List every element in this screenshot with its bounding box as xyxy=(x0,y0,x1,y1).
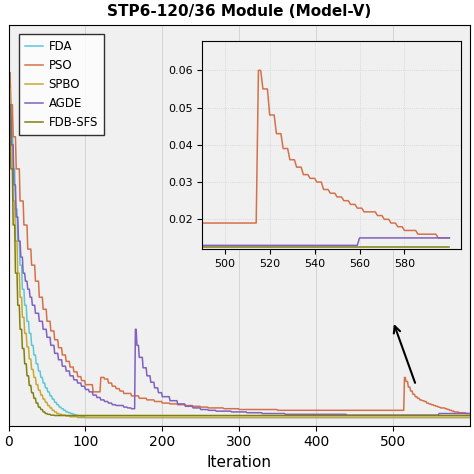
PSO xyxy=(35,278,41,284)
AGDE xyxy=(374,412,380,418)
FDA xyxy=(437,415,443,420)
SPBO xyxy=(6,86,11,91)
FDA xyxy=(467,415,473,420)
AGDE xyxy=(467,410,473,416)
Line: FDA: FDA xyxy=(9,73,470,418)
X-axis label: Iteration: Iteration xyxy=(207,455,272,470)
FDA xyxy=(6,70,11,75)
FDA xyxy=(82,415,88,420)
AGDE xyxy=(35,310,41,316)
Title: STP6-120/36 Module (Model-V): STP6-120/36 Module (Model-V) xyxy=(107,4,371,19)
PSO xyxy=(92,389,98,395)
Legend: FDA, PSO, SPBO, AGDE, FDB-SFS: FDA, PSO, SPBO, AGDE, FDB-SFS xyxy=(19,35,104,135)
SPBO xyxy=(437,415,443,420)
SPBO xyxy=(159,415,164,420)
FDB-SFS xyxy=(35,400,41,406)
AGDE xyxy=(437,410,443,416)
SPBO xyxy=(92,415,98,420)
FDB-SFS xyxy=(52,413,57,419)
PSO xyxy=(467,410,473,416)
AGDE xyxy=(344,412,350,418)
SPBO xyxy=(35,382,41,387)
FDB-SFS xyxy=(374,413,380,419)
AGDE xyxy=(158,390,164,395)
AGDE xyxy=(453,410,459,416)
PSO xyxy=(158,399,164,404)
Line: FDB-SFS: FDB-SFS xyxy=(9,105,470,416)
PSO xyxy=(373,408,379,413)
FDB-SFS xyxy=(453,413,459,419)
Line: AGDE: AGDE xyxy=(9,105,470,415)
AGDE xyxy=(92,392,98,398)
SPBO xyxy=(374,415,380,420)
FDA xyxy=(159,415,164,420)
FDA xyxy=(92,415,98,420)
PSO xyxy=(452,409,458,415)
FDB-SFS xyxy=(159,413,164,419)
PSO xyxy=(463,410,469,416)
SPBO xyxy=(467,415,473,420)
SPBO xyxy=(75,415,81,420)
FDB-SFS xyxy=(6,102,11,108)
FDA xyxy=(374,415,380,420)
FDA xyxy=(35,361,41,366)
Line: PSO: PSO xyxy=(9,73,470,413)
Line: SPBO: SPBO xyxy=(9,89,470,418)
FDB-SFS xyxy=(467,413,473,419)
AGDE xyxy=(6,102,11,108)
PSO xyxy=(436,404,442,410)
FDB-SFS xyxy=(92,413,98,419)
SPBO xyxy=(453,415,459,420)
FDB-SFS xyxy=(437,413,443,419)
PSO xyxy=(6,70,11,75)
FDA xyxy=(453,415,459,420)
